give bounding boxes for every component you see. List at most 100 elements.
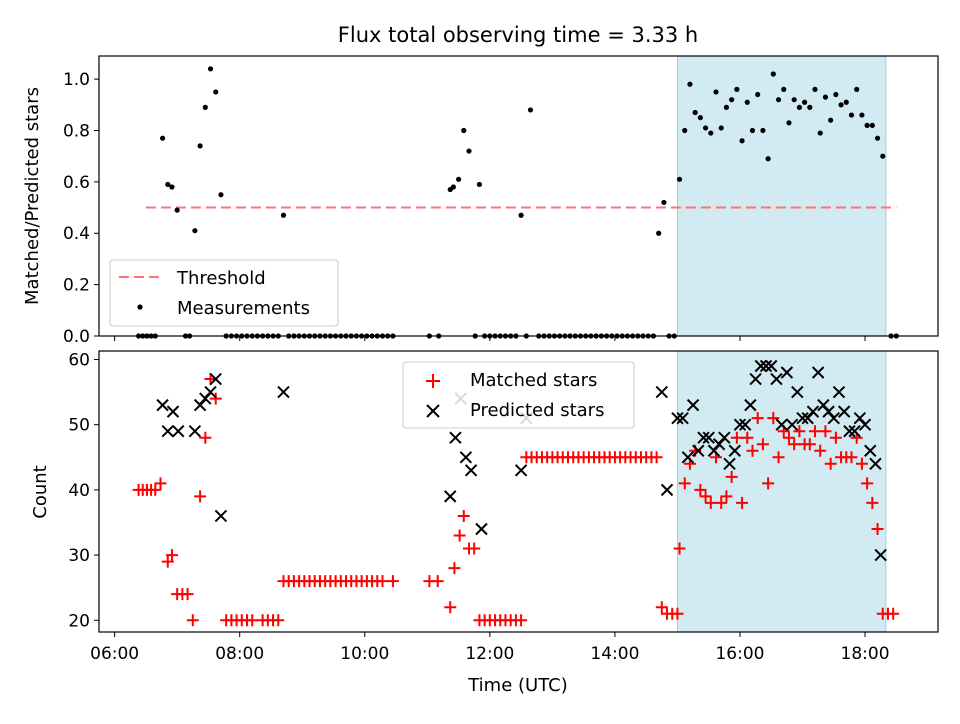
top-y-tick-label: 0.6 <box>63 173 90 193</box>
measurement-point <box>213 89 219 95</box>
measurement-point <box>476 181 483 188</box>
measurement-point <box>692 109 698 116</box>
matched-star-marker <box>720 490 733 503</box>
matched-star-marker <box>186 614 199 627</box>
measurement-point <box>687 81 693 87</box>
matched-star-marker <box>376 575 389 588</box>
matched-star-marker <box>678 477 691 490</box>
legend-threshold-label: Threshold <box>176 268 266 289</box>
measurement-point <box>169 184 175 190</box>
matched-star-marker <box>715 496 728 509</box>
legend-predicted-swatch <box>426 404 440 418</box>
predicted-star-marker <box>754 359 768 373</box>
predicted-star-marker <box>655 385 669 399</box>
measurement-point <box>786 120 792 126</box>
bottom-y-tick-label: 20 <box>68 611 90 631</box>
predicted-star-marker <box>837 405 851 418</box>
matched-star-marker <box>671 607 684 620</box>
measurement-point <box>744 99 750 105</box>
bottom-shaded-interval <box>676 350 887 633</box>
top-legend-box <box>109 259 339 327</box>
predicted-star-marker <box>671 411 684 425</box>
matched-star-marker <box>736 496 749 509</box>
measurement-point <box>807 104 813 110</box>
measurement-point <box>207 66 214 72</box>
measurement-point <box>197 143 203 149</box>
measurement-point <box>734 86 740 92</box>
matched-star-marker <box>165 549 178 562</box>
matched-star-marker <box>704 496 717 509</box>
measurement-point <box>801 99 808 105</box>
measurement-point <box>859 112 865 118</box>
predicted-star-marker <box>449 431 462 444</box>
x-tick-label: 12:00 <box>465 644 514 664</box>
matched-star-marker <box>386 575 399 588</box>
predicted-star-marker <box>811 366 825 379</box>
matched-star-marker <box>788 438 801 451</box>
measurement-point <box>755 91 761 98</box>
top-plot-frame <box>98 55 939 337</box>
top-y-tick-label: 0.0 <box>63 327 90 347</box>
predicted-star-marker <box>765 359 778 373</box>
predicted-star-marker <box>214 509 228 523</box>
predicted-star-marker <box>161 424 174 438</box>
predicted-star-marker <box>475 522 488 536</box>
matched-star-marker <box>746 444 759 457</box>
top-panel: 0.0 0.2 0.4 0.6 0.8 1.0 Matched/Predicted sta… <box>22 55 939 347</box>
matched-star-marker <box>793 425 806 438</box>
predicted-star-marker <box>785 418 799 431</box>
measurement-point <box>729 97 735 103</box>
matched-star-marker <box>824 457 837 470</box>
predicted-star-marker <box>796 411 809 425</box>
predicted-star-marker <box>718 431 731 444</box>
measurement-point <box>874 135 881 141</box>
legend-measurements-swatch <box>137 304 143 310</box>
matched-star-marker <box>448 562 461 575</box>
measurement-point <box>833 91 839 98</box>
predicted-star-marker <box>806 405 820 418</box>
matched-star-marker <box>819 425 832 438</box>
matched-star-marker <box>803 438 816 451</box>
matched-star-marker <box>866 496 879 509</box>
top-x-ticks <box>114 336 866 341</box>
matched-star-marker <box>457 509 470 522</box>
predicted-star-marker <box>686 398 700 412</box>
measurement-point <box>455 176 462 182</box>
x-tick-label: 16:00 <box>715 644 764 664</box>
predicted-star-marker <box>277 385 290 399</box>
predicted-star-marker <box>697 431 710 444</box>
matched-star-marker <box>149 483 162 496</box>
measurement-point <box>796 104 802 110</box>
measurement-point <box>461 127 467 134</box>
measurement-point <box>828 117 834 123</box>
x-tick-label: 18:00 <box>841 644 890 664</box>
predicted-star-marker <box>874 548 887 562</box>
top-legend: Threshold Measurements <box>109 259 339 327</box>
predicted-star-marker <box>832 385 846 399</box>
matched-stars-series <box>132 373 900 627</box>
top-y-tick-label: 0.4 <box>63 224 90 244</box>
measurement-point <box>781 86 787 92</box>
measurement-point <box>518 212 524 218</box>
matched-star-marker <box>756 438 769 451</box>
predicted-star-marker <box>514 464 528 477</box>
measurement-point <box>527 107 534 113</box>
measurement-point <box>661 199 667 206</box>
bottom-legend: Matched stars Predicted stars <box>402 361 635 429</box>
matched-star-marker <box>161 555 174 568</box>
predicted-star-marker <box>780 366 794 379</box>
matched-star-marker <box>741 431 754 444</box>
predicted-star-marker <box>156 398 169 412</box>
chart-title: Flux total observing time = 3.33 h <box>338 23 698 47</box>
measurement-point <box>723 104 730 110</box>
matched-star-marker <box>199 431 212 444</box>
measurement-point <box>718 125 724 131</box>
top-y-tick-label: 0.8 <box>63 121 90 141</box>
measurement-point <box>708 130 714 136</box>
predicted-star-marker <box>702 431 715 444</box>
predicted-star-marker <box>681 451 695 464</box>
top-shaded-interval <box>676 55 887 337</box>
predicted-star-marker <box>791 385 804 399</box>
measurement-point <box>822 94 829 100</box>
